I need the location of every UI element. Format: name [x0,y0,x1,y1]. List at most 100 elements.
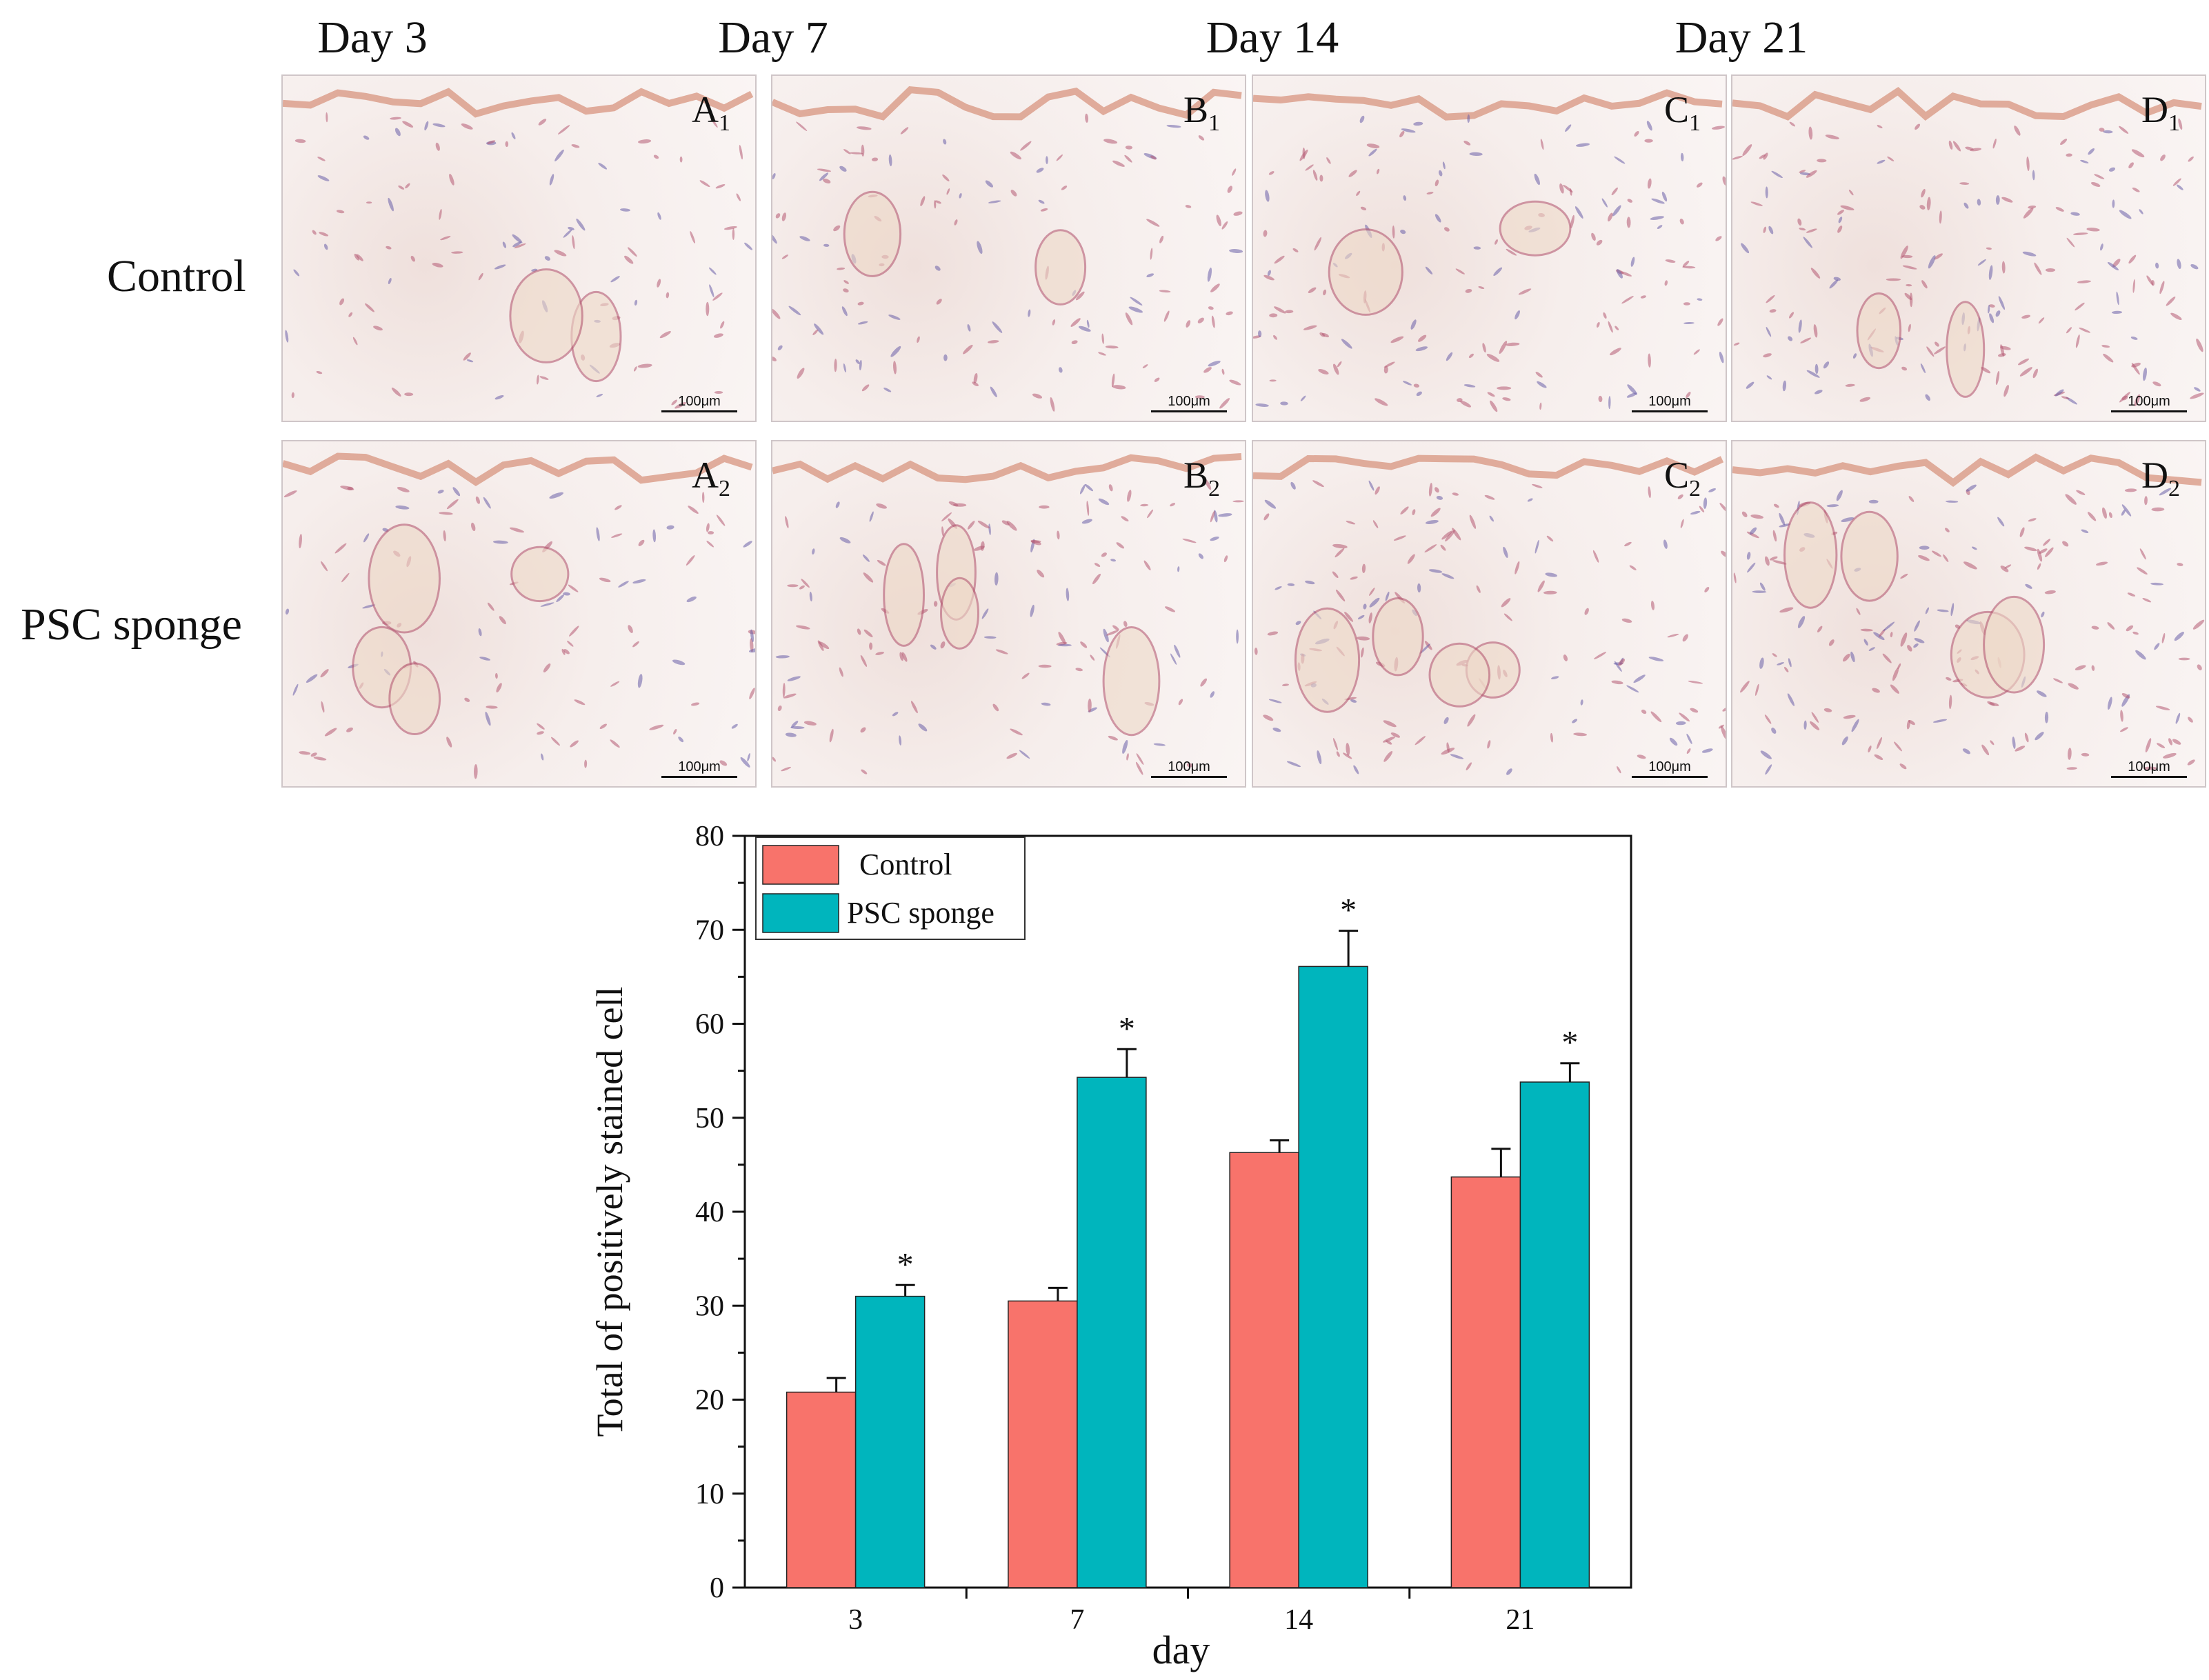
cell-nucleus [1682,266,1696,269]
cell-nucleus [1686,392,1691,399]
cell-nucleus [1806,170,1817,178]
cell-nucleus [1788,658,1792,668]
cell-nucleus [1128,306,1143,313]
cell-nucleus [1440,544,1446,551]
cell-nucleus [1765,764,1772,775]
cell-nucleus [2121,693,2130,699]
cell-nucleus [2041,611,2045,618]
cell-nucleus [563,649,570,654]
cell-nucleus [1112,385,1126,390]
cell-nucleus [1648,657,1664,661]
cell-nucleus [1803,720,1807,730]
cell-nucleus [1721,726,1726,740]
cell-nucleus [1425,266,1433,274]
cell-nucleus [291,392,294,399]
cell-nucleus [1178,699,1183,706]
cell-nucleus [2036,690,2047,697]
cell-nucleus [1420,643,1430,654]
cell-nucleus [857,321,868,325]
cell-nucleus [1683,302,1690,306]
cell-nucleus [1441,530,1452,540]
cell-nucleus [1919,546,1930,550]
cell-nucleus [1376,168,1380,174]
cell-nucleus [541,753,544,761]
cell-nucleus [1750,201,1763,206]
cell-nucleus [688,506,699,514]
cell-nucleus [1882,653,1892,663]
legend-swatch [762,893,839,933]
cell-nucleus [901,652,908,662]
cell-nucleus [1633,674,1646,683]
cell-nucleus [1350,699,1357,703]
cell-nucleus [1446,352,1453,361]
cell-nucleus [567,641,574,647]
cell-nucleus [1651,198,1665,204]
y-tick-label: 20 [695,1385,724,1417]
cell-nucleus [1130,297,1143,306]
cell-nucleus [554,149,564,161]
cell-nucleus [1580,699,1583,706]
cell-nucleus [2134,394,2141,406]
cell-nucleus [1769,309,1777,313]
cell-nucleus [678,737,684,743]
cell-nucleus [1455,268,1465,274]
cell-nucleus [1400,230,1406,234]
cell-nucleus [1877,125,1883,129]
cell-nucleus [1402,381,1412,386]
cell-nucleus [855,359,860,364]
scale-bar: 100μm [2111,394,2187,412]
cell-nucleus [1601,198,1608,208]
cell-nucleus [2094,174,2105,179]
cell-nucleus [1617,766,1621,774]
cell-nucleus [366,201,372,204]
cell-nucleus [440,236,451,241]
column-header-day-3: Day 3 [317,12,428,63]
micrograph-panel: C2 100μm [1252,440,1727,788]
cell-nucleus [839,537,851,543]
bar-control [1008,1300,1078,1588]
cell-nucleus [2159,281,2165,294]
cell-nucleus [2086,228,2100,232]
cell-nucleus [1057,530,1060,540]
cell-nucleus [2015,746,2026,752]
cell-nucleus [657,212,661,220]
cell-nucleus [404,392,414,397]
cell-nucleus [1482,343,1486,353]
cell-nucleus [1901,366,1908,371]
cell-nucleus [2135,650,2146,660]
cell-nucleus [1305,164,1314,171]
cell-nucleus [1810,268,1821,279]
cell-nucleus [674,402,686,409]
cell-nucleus [1988,304,1990,314]
cell-nucleus [785,516,789,528]
cell-nucleus [461,123,473,130]
cell-nucleus [1998,296,2006,310]
cell-nucleus [1207,267,1212,282]
cell-nucleus [1648,353,1651,368]
cell-nucleus [2142,597,2152,603]
cell-nucleus [2177,563,2183,566]
x-tick-label: 21 [1506,1604,1535,1636]
cell-nucleus [1797,218,1802,226]
cell-nucleus [1701,748,1713,753]
cell-nucleus [1575,206,1583,219]
cell-nucleus [843,280,849,284]
cell-nucleus [1275,586,1282,590]
cell-nucleus [837,267,846,270]
cell-nucleus [899,735,902,746]
cell-nucleus [1465,288,1472,293]
cell-nucleus [657,279,661,288]
cell-nucleus [1268,699,1282,703]
cell-nucleus [1906,283,1912,287]
cell-nucleus [1686,748,1691,754]
cell-nucleus [1843,714,1856,719]
cell-nucleus [1350,576,1358,580]
cell-nucleus [2068,683,2079,690]
cell-nucleus [2075,665,2086,671]
cell-nucleus [942,174,950,181]
cell-nucleus [2116,291,2119,306]
cell-nucleus [1198,553,1204,559]
cell-nucleus [1135,761,1143,775]
epidermis-layer [772,86,1242,121]
cell-nucleus [1934,253,1943,260]
